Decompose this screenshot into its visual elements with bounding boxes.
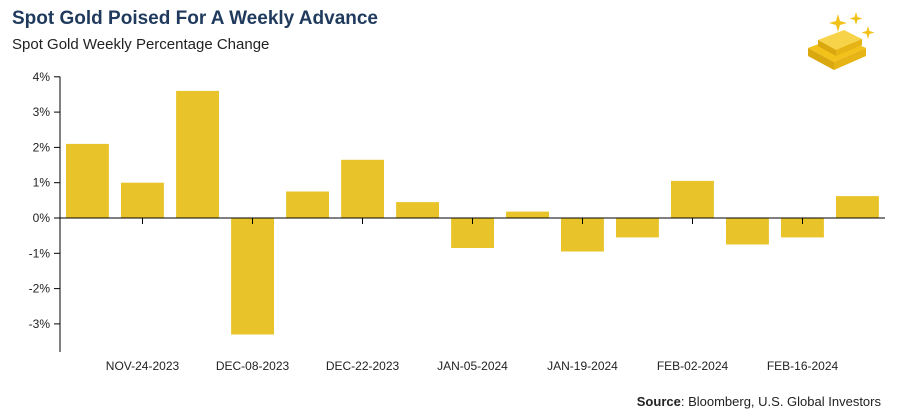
y-tick-label: 1% xyxy=(33,176,51,190)
x-tick-label: FEB-02-2024 xyxy=(657,359,729,373)
x-tick-label: NOV-24-2023 xyxy=(106,359,180,373)
source-text: : Bloomberg, U.S. Global Investors xyxy=(680,394,881,409)
bar-FEB-23-2024 xyxy=(836,196,879,218)
bar-JAN-12-2024 xyxy=(506,211,549,218)
bar-DEC-22-2023 xyxy=(341,159,384,218)
x-tick-label: JAN-19-2024 xyxy=(547,359,618,373)
x-tick-label: FEB-16-2024 xyxy=(767,359,839,373)
source-label: Source xyxy=(636,394,681,409)
bar-DEC-01-2023 xyxy=(176,90,219,218)
bar-JAN-26-2024 xyxy=(616,218,659,238)
y-tick-label: -3% xyxy=(29,317,51,331)
source-note: Source: Bloomberg, U.S. Global Investors xyxy=(637,394,881,409)
y-tick-label: 3% xyxy=(33,105,51,119)
bar-DEC-29-2023 xyxy=(396,202,439,218)
bar-FEB-02-2024 xyxy=(671,180,714,218)
bar-DEC-15-2023 xyxy=(286,191,329,218)
bar-FEB-09-2024 xyxy=(726,218,769,245)
bar-NOV-24-2023 xyxy=(121,182,164,218)
y-tick-label: 2% xyxy=(33,140,51,154)
chart-title: Spot Gold Poised For A Weekly Advance xyxy=(12,8,379,29)
y-tick-label: 4% xyxy=(33,70,51,84)
x-tick-label: DEC-22-2023 xyxy=(326,359,400,373)
y-tick-label: -1% xyxy=(29,246,51,260)
chart-subtitle: Spot Gold Weekly Percentage Change xyxy=(12,36,270,53)
y-tick-labels: 4% 3% 2% 1% 0% -1% -2% -3% xyxy=(29,70,51,331)
y-tick-label: 0% xyxy=(33,211,51,225)
y-tick-label: -2% xyxy=(29,282,51,296)
bar-NOV-17-2023 xyxy=(66,143,109,218)
x-tick-labels: NOV-24-2023 DEC-08-2023 DEC-22-2023 JAN-05-… xyxy=(106,359,839,373)
bar-FEB-16-2024 xyxy=(781,218,824,238)
gold-bars-sparkle-icon xyxy=(808,12,875,70)
bars-group xyxy=(66,90,879,335)
x-tick-label: JAN-05-2024 xyxy=(437,359,508,373)
x-tick-label: DEC-08-2023 xyxy=(216,359,290,373)
axes-group xyxy=(54,76,885,352)
bar-DEC-08-2023 xyxy=(231,218,274,335)
